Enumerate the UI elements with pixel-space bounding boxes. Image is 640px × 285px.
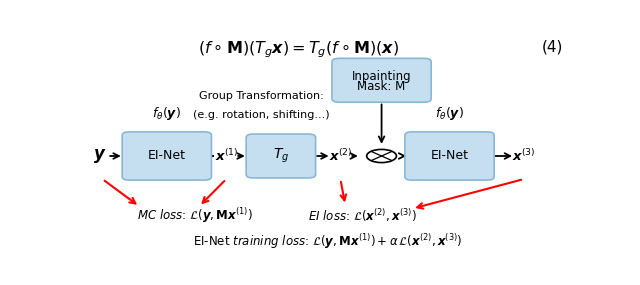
FancyBboxPatch shape <box>405 132 494 180</box>
Text: $\boldsymbol{y}$: $\boldsymbol{y}$ <box>93 147 106 165</box>
Text: (e.g. rotation, shifting...): (e.g. rotation, shifting...) <box>193 110 330 120</box>
FancyBboxPatch shape <box>122 132 211 180</box>
Text: $(f \circ \mathbf{M})(T_g\boldsymbol{x}) = T_g(f \circ \mathbf{M})(\boldsymbol{x: $(f \circ \mathbf{M})(T_g\boldsymbol{x})… <box>198 40 399 60</box>
Text: (4): (4) <box>542 40 564 55</box>
Text: $f_{\theta}(\boldsymbol{y})$: $f_{\theta}(\boldsymbol{y})$ <box>435 105 464 122</box>
Text: Mask: M: Mask: M <box>358 80 406 93</box>
FancyBboxPatch shape <box>332 58 431 102</box>
Text: Inpainting: Inpainting <box>352 70 412 83</box>
Text: EI-Net: EI-Net <box>148 150 186 162</box>
Text: $\boldsymbol{x}^{(3)}$: $\boldsymbol{x}^{(3)}$ <box>512 148 536 164</box>
Text: $\boldsymbol{x}^{(1)}$: $\boldsymbol{x}^{(1)}$ <box>214 148 238 164</box>
Text: $\it{MC\ loss}$: $\mathcal{L}(\boldsymbol{y}, \mathbf{M}\boldsymbol{x}^{(1)})$: $\it{MC\ loss}$: $\mathcal{L}(\boldsymbo… <box>137 206 253 225</box>
Text: EI-Net $\it{training\ loss}$: $\mathcal{L}(\boldsymbol{y}, \mathbf{M}\boldsymbol: EI-Net $\it{training\ loss}$: $\mathcal{… <box>193 232 463 251</box>
Text: $f_{\theta}(\boldsymbol{y})$: $f_{\theta}(\boldsymbol{y})$ <box>152 105 181 122</box>
Text: $\boldsymbol{x}^{(2)}$: $\boldsymbol{x}^{(2)}$ <box>329 148 352 164</box>
Text: EI-Net: EI-Net <box>431 150 468 162</box>
FancyBboxPatch shape <box>246 134 316 178</box>
Text: $\it{EI\ loss}$: $\mathcal{L}(\boldsymbol{x}^{(2)}, \boldsymbol{x}^{(3)})$: $\it{EI\ loss}$: $\mathcal{L}(\boldsymbo… <box>308 207 417 224</box>
Circle shape <box>367 149 396 162</box>
Text: $T_g$: $T_g$ <box>273 147 289 165</box>
Text: Group Transformation:: Group Transformation: <box>198 91 323 101</box>
